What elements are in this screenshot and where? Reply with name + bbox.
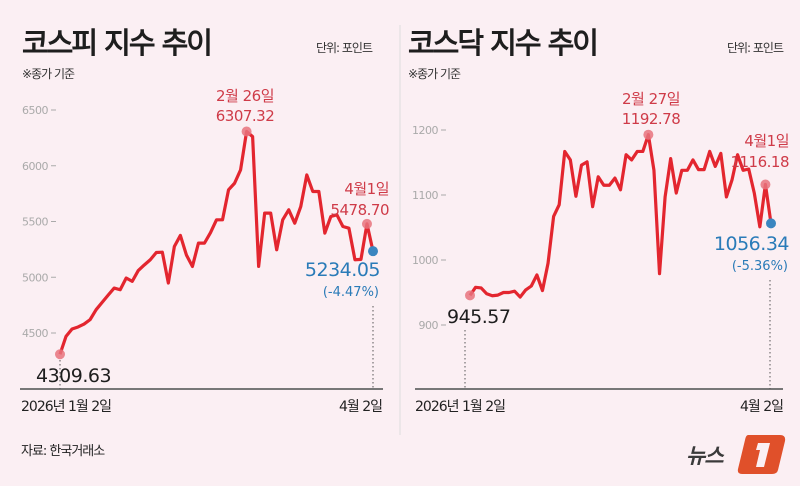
kosdaq-prev-date: 4월1일	[744, 132, 789, 150]
series-line	[58, 129, 375, 355]
kospi-title: 코스피 지수 추이	[22, 26, 211, 60]
y-tick-label: 1000	[412, 254, 438, 267]
kosdaq-last-value: 1056.34	[714, 233, 789, 255]
kosdaq-start-value: 945.57	[447, 306, 510, 328]
last-point	[368, 246, 378, 257]
peak-point	[241, 126, 252, 137]
kospi-prev-date: 4월1일	[344, 180, 389, 198]
kospi-prev-value: 5478.70	[330, 201, 389, 219]
start-point	[465, 290, 475, 301]
kosdaq-unit: 단위: 포인트	[727, 41, 784, 55]
kospi-x-end: 4월 2일	[339, 399, 382, 415]
kospi-peak-date: 2월 26일	[216, 87, 274, 105]
kospi-y-ticks: 6500 6000 5500 5000 4500	[22, 104, 56, 340]
kosdaq-note: ※종가 기준	[408, 67, 461, 81]
y-tick-label: 4500	[22, 327, 48, 340]
prev-point	[361, 218, 372, 229]
peak-point	[643, 129, 654, 140]
kosdaq-panel: 코스닥 지수 추이 단위: 포인트 ※종가 기준 1200 1100 1000 900…	[408, 26, 790, 415]
news1-logo: 뉴스	[686, 435, 786, 474]
kosdaq-x-start: 2026년 1월 2일	[415, 399, 505, 415]
kosdaq-peak-date: 2월 27일	[622, 90, 680, 108]
series-line	[468, 133, 773, 299]
kosdaq-y-ticks: 1200 1100 1000 900	[412, 124, 446, 332]
last-point	[766, 218, 776, 229]
kosdaq-plot	[465, 129, 776, 301]
kospi-unit: 단위: 포인트	[316, 41, 373, 55]
kosdaq-title: 코스닥 지수 추이	[408, 26, 597, 60]
prev-point	[760, 179, 771, 190]
kospi-last-value: 5234.05	[305, 259, 380, 281]
kospi-panel: 코스피 지수 추이 단위: 포인트 ※종가 기준 6500 6000 5500 500…	[20, 26, 390, 415]
kospi-peak-value: 6307.32	[216, 107, 275, 125]
kospi-plot	[55, 126, 378, 360]
kosdaq-x-end: 4월 2일	[740, 399, 783, 415]
logo-one-icon	[756, 443, 770, 467]
y-tick-label: 5500	[22, 216, 48, 229]
kospi-last-change: (-4.47%)	[323, 285, 379, 300]
y-tick-label: 6000	[22, 160, 48, 173]
kosdaq-peak-value: 1192.78	[622, 110, 681, 128]
y-tick-label: 5000	[22, 271, 48, 284]
y-tick-label: 6500	[22, 104, 48, 117]
kosdaq-prev-value: 1116.18	[730, 153, 789, 171]
y-tick-label: 1100	[412, 189, 438, 202]
logo-text: 뉴스	[686, 444, 725, 468]
kosdaq-last-change: (-5.36%)	[732, 259, 788, 274]
y-tick-label: 900	[419, 319, 439, 332]
kospi-note: ※종가 기준	[22, 67, 75, 81]
kospi-start-value: 4309.63	[36, 365, 111, 387]
y-tick-label: 1200	[412, 124, 438, 137]
start-point	[55, 349, 65, 360]
source-note: 자료: 한국거래소	[21, 444, 105, 459]
kospi-x-start: 2026년 1월 2일	[21, 399, 111, 415]
